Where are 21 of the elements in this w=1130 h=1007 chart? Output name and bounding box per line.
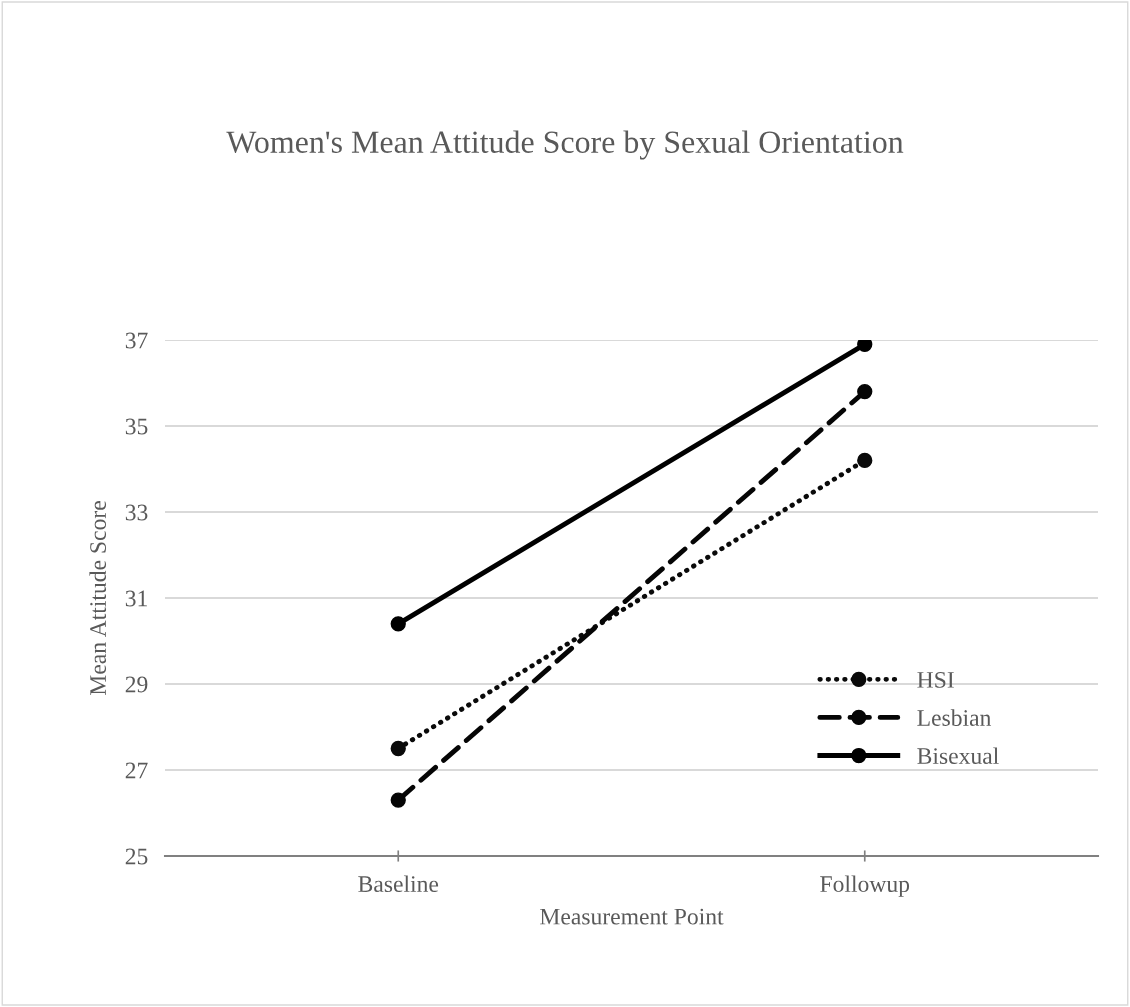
y-tick-label: 35 <box>125 418 148 435</box>
legend-label: Lesbian <box>917 709 992 726</box>
x-tick-label: Followup <box>820 875 910 897</box>
point <box>390 740 406 757</box>
y-axis-title: Mean Attitude Score <box>89 501 107 696</box>
y-tick-label: 29 <box>125 676 148 693</box>
y-tick-label: 31 <box>125 590 147 607</box>
x-tick-label: Baseline <box>358 875 439 893</box>
point <box>390 616 406 632</box>
y-tick-label: 27 <box>125 762 148 779</box>
legend-label: HSI <box>917 671 954 688</box>
legend-label: Bisexual <box>917 747 999 765</box>
y-tick-label: 25 <box>125 848 148 865</box>
point <box>857 383 873 400</box>
x-axis-title: Measurement Point <box>540 908 724 925</box>
y-tick-label: 33 <box>125 504 148 521</box>
y-tick-label: 37 <box>125 332 148 349</box>
point <box>857 340 873 352</box>
point <box>857 452 873 469</box>
chart-title: Women's Mean Attitude Score by Sexual Orientation <box>226 130 904 160</box>
point <box>390 792 406 808</box>
